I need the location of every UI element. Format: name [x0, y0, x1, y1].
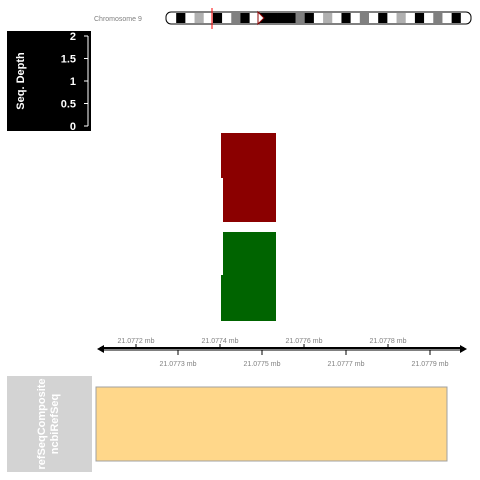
ideogram-band — [396, 13, 407, 23]
axis-label-lower: 21.0779 mb — [412, 361, 449, 368]
ideogram-track: Chromosome 9 — [94, 8, 472, 29]
ideogram-band — [405, 13, 416, 23]
ideogram-band — [203, 13, 214, 23]
ideogram-band — [433, 13, 443, 23]
depth-track-title-panel: Seq. Depth 2 1.5 1 0.5 0 — [7, 31, 91, 133]
ideogram-band — [268, 13, 278, 23]
ideogram-band — [369, 13, 379, 23]
ideogram-band — [451, 13, 462, 23]
axis-label-upper: 21.0772 mb — [118, 338, 155, 345]
ideogram-band — [240, 13, 250, 23]
refseq-gene-feature — [95, 386, 448, 462]
axis-label-lower: 21.0777 mb — [328, 361, 365, 368]
minus-strand-block-lower — [221, 275, 276, 321]
depth-track-title: Seq. Depth — [15, 52, 27, 110]
ideogram-band — [323, 13, 333, 23]
ideogram-band — [424, 13, 434, 23]
ideogram-band — [378, 13, 388, 23]
refseq-title-background — [7, 376, 92, 472]
chromosome-label: Chromosome 9 — [94, 16, 142, 23]
minus-strand-block-upper — [223, 232, 276, 277]
ideogram-band — [442, 13, 452, 23]
ideogram-band — [249, 13, 260, 23]
axis-label-upper: 21.0774 mb — [202, 338, 239, 345]
genome-axis: 21.0772 mb 21.0774 mb 21.0776 mb 21.0778 mb… — [97, 338, 467, 368]
ideogram-bands — [167, 13, 471, 23]
ideogram-band — [341, 13, 351, 23]
depth-tick-label: 0 — [70, 121, 76, 133]
ideogram-band — [212, 13, 223, 23]
ideogram-band — [167, 13, 177, 23]
depth-tick-label: 2 — [70, 31, 76, 43]
ideogram-band — [231, 13, 241, 23]
depth-tick-label: 0.5 — [61, 99, 76, 111]
ideogram-band — [277, 13, 287, 23]
ideogram-band — [185, 13, 195, 23]
ideogram-band — [304, 13, 315, 23]
axis-label-upper: 21.0778 mb — [370, 338, 407, 345]
refseq-track-title-line1: refSeqComposite — [36, 378, 48, 469]
refseq-track: refSeqComposite ncbiRefSeq — [7, 376, 448, 472]
ideogram-band — [350, 13, 361, 23]
ideogram-band — [286, 13, 296, 23]
ideogram-band — [460, 13, 471, 23]
depth-axis-ticks: 2 1.5 1 0.5 0 — [61, 31, 88, 133]
axis-lower-ticks: 21.0773 mb 21.0775 mb 21.0777 mb 21.0779 mb — [160, 350, 449, 368]
centromere-marker — [257, 10, 265, 26]
ideogram-band — [295, 13, 306, 23]
depth-tick-label: 1 — [70, 76, 76, 88]
ideogram-band — [222, 13, 232, 23]
axis-upper-ticks: 21.0772 mb 21.0774 mb 21.0776 mb 21.0778 mb — [118, 338, 407, 348]
axis-right-arrow-icon — [460, 345, 467, 353]
ideogram-band — [194, 13, 205, 23]
refseq-track-title-line2: ncbiRefSeq — [49, 394, 61, 455]
ideogram-band — [359, 13, 370, 23]
axis-label-lower: 21.0775 mb — [244, 361, 281, 368]
ideogram-band — [313, 13, 324, 23]
strand-coverage-track — [221, 133, 276, 321]
depth-tick-label: 1.5 — [61, 54, 76, 66]
ideogram-band — [332, 13, 342, 23]
ideogram-outline — [165, 11, 472, 25]
ideogram-band — [387, 13, 397, 23]
plus-strand-block-lower — [223, 175, 276, 222]
depth-title-background — [7, 31, 91, 131]
axis-label-upper: 21.0776 mb — [286, 338, 323, 345]
plus-strand-block-upper — [221, 133, 276, 178]
ideogram-band — [176, 13, 186, 23]
ideogram-band — [414, 13, 425, 23]
axis-label-lower: 21.0773 mb — [160, 361, 197, 368]
axis-left-arrow-icon — [97, 345, 104, 353]
